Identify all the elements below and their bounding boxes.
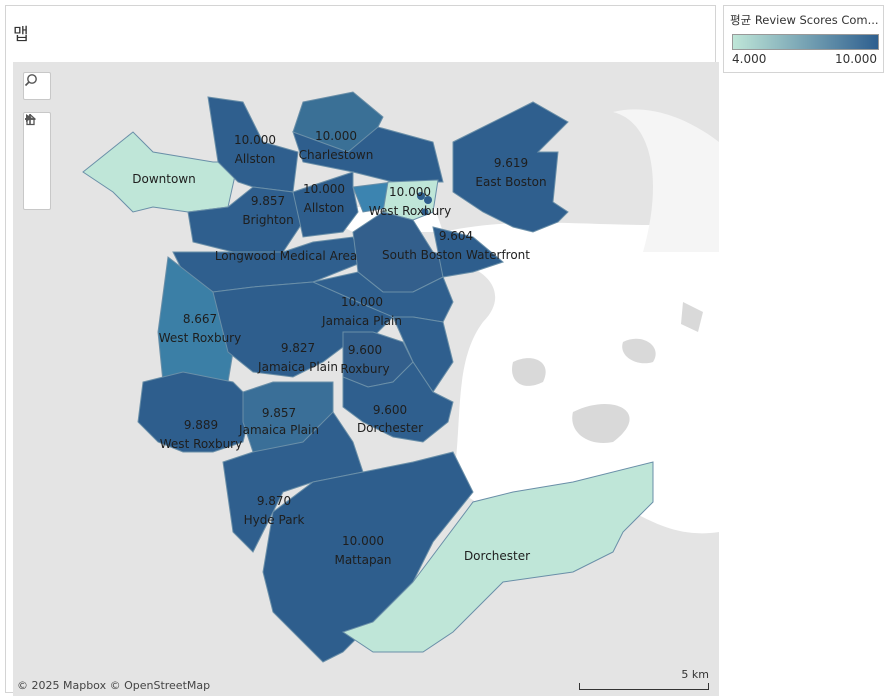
label-name: Dorchester: [464, 549, 530, 563]
harbor-island: [622, 338, 656, 364]
sheet-title: 맵: [13, 25, 29, 45]
map-canvas[interactable]: Downtown 10.000 Allston 10.000 Charlesto…: [13, 62, 719, 696]
region-jamaica-plain-north: [311, 271, 454, 323]
label-name: South Boston Waterfront: [382, 248, 530, 262]
marker-point: [421, 208, 429, 216]
region-south-boston: [432, 226, 505, 278]
zoom-out-button[interactable]: [24, 118, 50, 161]
harbor-water: [443, 222, 719, 534]
legend-max-label: 10.000: [835, 52, 877, 66]
legend-title: 평균 Review Scores Com...: [730, 13, 879, 27]
marker-point: [417, 192, 425, 200]
label-value: 9.889: [184, 418, 218, 432]
play-icon: [26, 114, 32, 122]
label-name: Hyde Park: [244, 513, 305, 527]
scale-label: 5 km: [681, 668, 709, 681]
marker-point: [424, 196, 432, 204]
label-name: West Roxbury: [369, 204, 451, 218]
region-charlestown: [292, 126, 444, 183]
label-name: West Roxbury: [160, 437, 242, 451]
label-value: 10.000: [342, 534, 384, 548]
label-value: 9.870: [257, 494, 291, 508]
label-name: Brighton: [242, 213, 293, 227]
label-value: 9.857: [251, 194, 285, 208]
label-value: 9.619: [494, 156, 528, 170]
map-zoom-controls: [23, 112, 51, 210]
label-value: 8.667: [183, 312, 217, 326]
label-name: Jamaica Plain: [321, 314, 402, 328]
label-name: Longwood Medical Area: [215, 249, 357, 263]
label-name: West Roxbury: [159, 331, 241, 345]
map-tools-expand-button[interactable]: [24, 114, 50, 209]
scale-bar: 5 km: [579, 668, 709, 690]
legend-min-label: 4.000: [732, 52, 767, 66]
label-value: 9.604: [439, 229, 473, 243]
label-value: 10.000: [389, 185, 431, 199]
region-dorchester-north: [342, 361, 454, 443]
label-value: 10.000: [234, 133, 276, 147]
choropleth-map[interactable]: Downtown 10.000 Allston 10.000 Charlesto…: [13, 62, 719, 696]
legend-color-ramp: [732, 34, 879, 50]
harbor-island: [572, 403, 630, 443]
label-name: Allston: [235, 152, 276, 166]
label-value: 9.600: [348, 343, 382, 357]
label-name: Dorchester: [357, 421, 423, 435]
label-name: Charlestown: [299, 148, 374, 162]
map-worksheet: 맵: [5, 5, 719, 696]
color-legend[interactable]: 평균 Review Scores Com... 4.000 10.000: [723, 5, 884, 73]
label-name: Mattapan: [334, 553, 391, 567]
region-dorchester-south: [341, 461, 654, 653]
search-icon: [24, 74, 37, 87]
map-attribution[interactable]: © 2025 Mapbox © OpenStreetMap: [17, 679, 211, 692]
label-value: 9.857: [262, 406, 296, 420]
label-name: Jamaica Plain: [238, 423, 319, 437]
harbor-island: [681, 302, 703, 332]
label-name: Downtown: [132, 172, 195, 186]
map-search-button[interactable]: [23, 72, 51, 100]
label-name: Roxbury: [340, 362, 389, 376]
region-allston: [292, 171, 359, 238]
inlet-water: [613, 109, 719, 252]
region-labels: Downtown 10.000 Allston 10.000 Charlesto…: [132, 129, 546, 567]
label-name: Allston: [304, 201, 345, 215]
region-west-roxbury: [137, 371, 254, 453]
label-name: Jamaica Plain: [257, 360, 338, 374]
region-east-boston: [452, 101, 569, 233]
label-value: 10.000: [315, 129, 357, 143]
label-value: 10.000: [341, 295, 383, 309]
label-name: East Boston: [475, 175, 546, 189]
harbor-island: [512, 358, 546, 386]
label-value: 10.000: [303, 182, 345, 196]
label-value: 9.600: [373, 403, 407, 417]
zoom-home-button[interactable]: [24, 114, 50, 185]
label-value: 9.827: [281, 341, 315, 355]
scale-line: [579, 683, 709, 690]
